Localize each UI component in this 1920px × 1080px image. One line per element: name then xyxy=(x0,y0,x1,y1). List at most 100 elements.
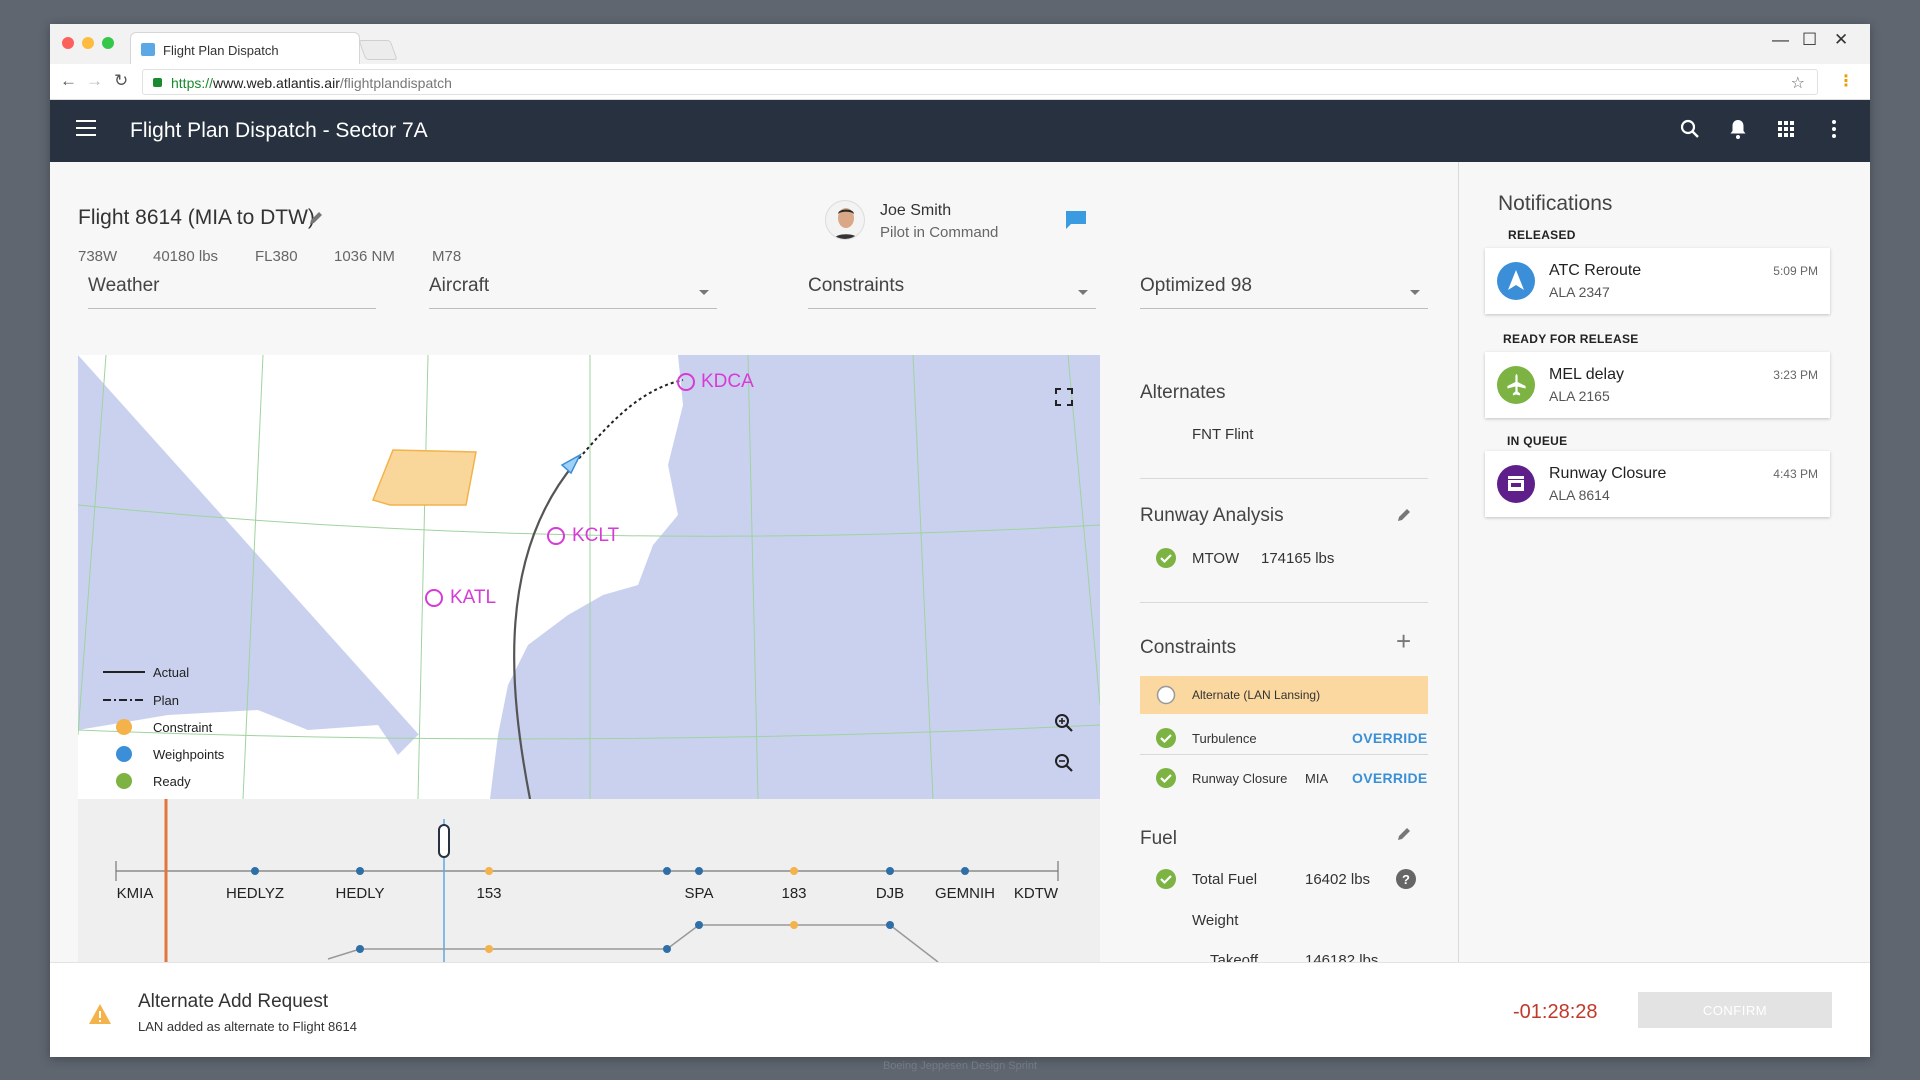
land-mass xyxy=(78,355,683,799)
waypoint-timeline[interactable]: KMIA HEDLYZ HEDLY 153 SPA 183 DJB GEMNIH… xyxy=(78,799,1100,962)
svg-text:?: ? xyxy=(1402,872,1410,887)
check-circle-icon xyxy=(1156,548,1176,568)
airport-label-kclt: KCLT xyxy=(572,525,620,546)
notifications-title: Notifications xyxy=(1498,192,1613,215)
chat-icon[interactable] xyxy=(1065,210,1087,230)
override-turbulence-button[interactable]: OVERRIDE xyxy=(1352,730,1428,746)
legend-plan: Plan xyxy=(153,693,180,708)
total-fuel-value: 16402 lbs xyxy=(1305,871,1371,888)
search-icon[interactable] xyxy=(1678,117,1702,141)
spec-altitude: FL380 xyxy=(255,248,298,265)
app-bar: Flight Plan Dispatch - Sector 7A xyxy=(50,100,1870,162)
minimize-window-dot[interactable] xyxy=(82,37,94,49)
optimized-dropdown-label: Optimized 98 xyxy=(1140,275,1252,296)
airport-label-kdca: KDCA xyxy=(701,371,754,392)
map-canvas xyxy=(78,355,1100,799)
notification-title: ATC Reroute xyxy=(1549,262,1642,279)
url-host: www.web.atlantis.air xyxy=(213,75,340,91)
fuel-title: Fuel xyxy=(1140,828,1177,849)
radio-empty-icon[interactable] xyxy=(1156,685,1176,705)
timeline-scrubber-handle[interactable] xyxy=(438,824,450,858)
chevron-down-icon xyxy=(699,290,709,295)
actual-route xyxy=(513,462,576,799)
constraint-row-highlighted[interactable] xyxy=(1140,676,1428,714)
forward-icon[interactable]: → xyxy=(86,71,103,90)
request-title: Alternate Add Request xyxy=(138,991,329,1012)
help-icon[interactable]: ? xyxy=(1396,869,1416,889)
maximize-icon[interactable]: ☐ xyxy=(1802,30,1818,49)
weight-label: Weight xyxy=(1192,912,1239,929)
fullscreen-icon[interactable] xyxy=(1054,387,1074,407)
new-tab-button[interactable] xyxy=(358,40,398,60)
legend-ready: Ready xyxy=(153,774,191,789)
edit-fuel-icon[interactable] xyxy=(1396,826,1412,842)
altitude-profile xyxy=(327,924,939,962)
apps-grid-icon[interactable] xyxy=(1774,117,1798,141)
timeline-waypoints xyxy=(251,867,969,875)
bookmark-star-icon[interactable]: ☆ xyxy=(1790,75,1805,92)
browser-tab[interactable]: Flight Plan Dispatch xyxy=(130,32,360,64)
more-vert-icon[interactable] xyxy=(1822,117,1846,141)
notifications-panel: Notifications RELEASED ATC Reroute ALA 2… xyxy=(1458,162,1870,962)
aircraft-icon[interactable] xyxy=(560,453,582,475)
notification-card-runway-closure[interactable]: Runway Closure ALA 8614 4:43 PM xyxy=(1485,451,1830,517)
spec-mach: M78 xyxy=(432,248,462,265)
maximize-window-dot[interactable] xyxy=(102,37,114,49)
avatar xyxy=(825,200,865,240)
notification-card-mel-delay[interactable]: MEL delay ALA 2165 3:23 PM xyxy=(1485,352,1830,418)
edit-runway-icon[interactable] xyxy=(1396,507,1412,523)
legend-ready-swatch xyxy=(116,773,132,789)
constraints-dropdown[interactable]: Constraints xyxy=(808,275,1096,309)
reload-icon[interactable]: ↻ xyxy=(114,71,129,90)
aircraft-dropdown[interactable]: Aircraft xyxy=(429,275,717,309)
zoom-out-icon[interactable] xyxy=(1054,753,1074,773)
mtow-label: MTOW xyxy=(1192,550,1240,567)
group-ready-for-release: READY FOR RELEASE xyxy=(1503,332,1639,346)
legend-plan-swatch xyxy=(103,699,145,701)
timeline-label-hedly: HEDLY xyxy=(335,885,385,902)
browser-tabbar: Flight Plan Dispatch — ☐ ✕ xyxy=(50,24,1870,64)
zoom-in-icon[interactable] xyxy=(1054,713,1074,733)
close-window-dot[interactable] xyxy=(62,37,74,49)
close-icon[interactable]: ✕ xyxy=(1834,30,1849,49)
hamburger-menu-icon[interactable] xyxy=(76,120,96,136)
footer-credit: Boeing Jeppesen Design Sprint xyxy=(882,1060,1038,1072)
divider xyxy=(1140,478,1428,479)
airplane-icon xyxy=(1497,366,1535,404)
group-released: RELEASED xyxy=(1508,228,1576,242)
tab-title: Flight Plan Dispatch xyxy=(163,43,279,58)
weather-dropdown[interactable]: Weather xyxy=(88,275,376,309)
chevron-down-icon xyxy=(1410,290,1420,295)
constraint-area[interactable] xyxy=(371,449,477,506)
group-in-queue: IN QUEUE xyxy=(1507,434,1568,448)
divider xyxy=(1140,602,1428,603)
timeline-label-hedlyz: HEDLYZ xyxy=(225,885,285,902)
override-runway-closure-button[interactable]: OVERRIDE xyxy=(1352,770,1428,786)
airport-marker-katl[interactable] xyxy=(425,589,443,607)
airport-marker-kdca[interactable] xyxy=(677,373,695,391)
airport-label-katl: KATL xyxy=(450,587,497,608)
url-path: /flightplandispatch xyxy=(339,75,452,91)
back-icon[interactable]: ← xyxy=(60,71,77,90)
legend-weighpoints: Weighpoints xyxy=(153,747,225,762)
notification-subtitle: ALA 2347 xyxy=(1549,284,1610,300)
mtow-value: 174165 lbs xyxy=(1261,550,1335,567)
confirm-button[interactable]: CONFIRM xyxy=(1638,992,1832,1028)
url-input[interactable]: https://www.web.atlantis.air/flightpland… xyxy=(142,69,1818,95)
add-constraint-icon[interactable]: + xyxy=(1396,626,1412,656)
check-circle-icon xyxy=(1156,869,1176,889)
edit-flight-icon[interactable] xyxy=(308,210,324,226)
airport-marker-kclt[interactable] xyxy=(547,527,565,545)
timeline-label-spa: SPA xyxy=(684,885,714,902)
optimized-dropdown[interactable]: Optimized 98 xyxy=(1140,275,1428,309)
notification-time: 4:43 PM xyxy=(1773,467,1818,481)
minimize-icon[interactable]: — xyxy=(1772,30,1789,49)
browser-menu-icon[interactable]: ⋮ xyxy=(1838,73,1854,90)
notification-card-atc-reroute[interactable]: ATC Reroute ALA 2347 5:09 PM xyxy=(1485,248,1830,314)
route-map[interactable]: KDCA KCLT KATL Actual Plan Constraint xyxy=(78,355,1100,799)
legend-constraint-swatch xyxy=(116,719,132,735)
flight-title: Flight 8614 (MIA to DTW) xyxy=(78,206,315,229)
request-bar: Alternate Add Request LAN added as alter… xyxy=(50,962,1870,1057)
notification-bell-icon[interactable] xyxy=(1726,117,1750,141)
alternates-title: Alternates xyxy=(1140,382,1226,403)
